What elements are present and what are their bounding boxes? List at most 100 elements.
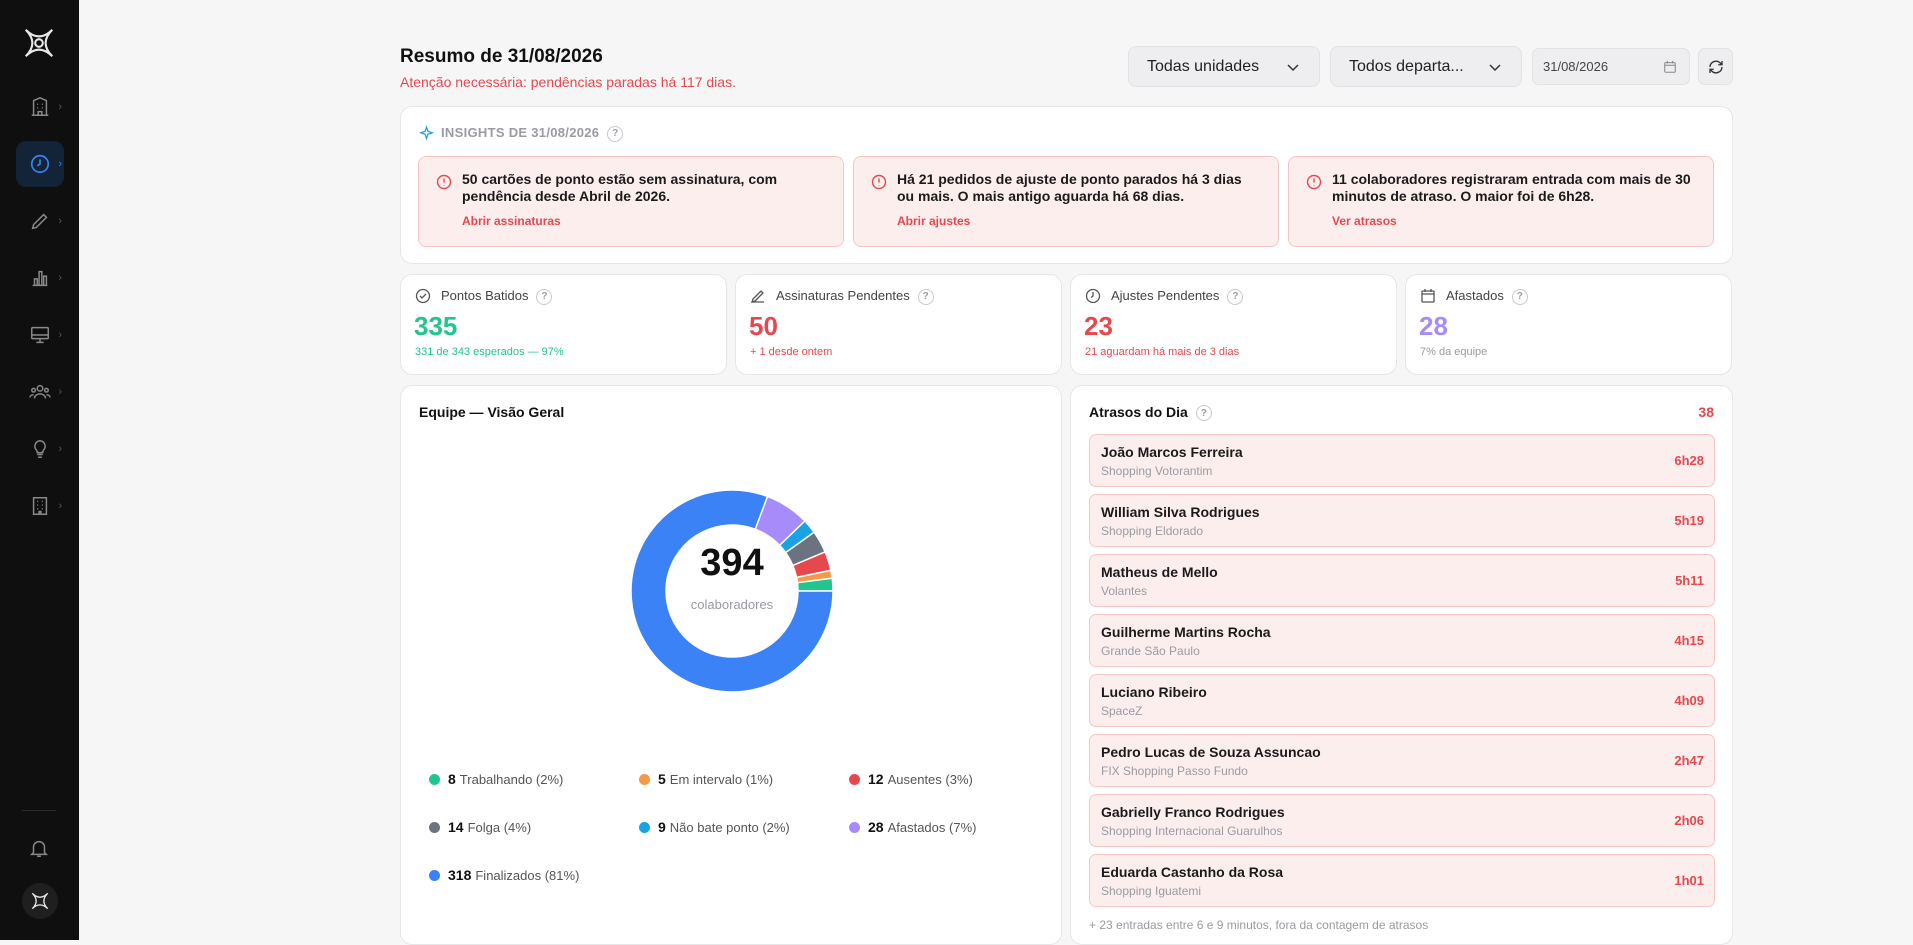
stat-card-signatures[interactable]: Assinaturas Pendentes? 50 + 1 desde onte… <box>735 274 1062 375</box>
nav-item-people[interactable]: › <box>16 369 64 415</box>
chevron-right-icon: › <box>58 215 62 227</box>
legend-item-no-punch[interactable]: 9 Não bate ponto (2%) <box>639 819 790 835</box>
legend-item-finished[interactable]: 318 Finalizados (81%) <box>429 867 579 883</box>
department-select-value: Todos departa... <box>1349 57 1464 75</box>
alert-circle-icon <box>1306 174 1322 190</box>
donut-slice-6[interactable] <box>630 489 834 693</box>
stat-label: Assinaturas Pendentes? <box>776 288 934 305</box>
refresh-button[interactable] <box>1698 48 1733 85</box>
open-signatures-link[interactable]: Abrir assinaturas <box>462 214 561 228</box>
insights-title: INSIGHTS DE 31/08/2026? <box>441 125 624 142</box>
help-icon[interactable]: ? <box>1195 405 1212 422</box>
legend-label: Folga (4%) <box>467 819 532 835</box>
stat-value: 28 <box>1419 311 1448 341</box>
clock-icon <box>1085 288 1101 304</box>
nav-item-ideas[interactable]: › <box>16 426 64 472</box>
legend-dot <box>639 773 650 785</box>
stat-hint: 331 de 343 esperados — 97% <box>415 346 564 358</box>
chevron-right-icon: › <box>58 158 62 170</box>
delay-row[interactable]: Luciano Ribeiro SpaceZ 4h09 <box>1089 674 1715 727</box>
chevron-right-icon: › <box>58 329 62 341</box>
employee-unit: Shopping Internacional Guarulhos <box>1101 824 1283 838</box>
help-icon[interactable]: ? <box>607 125 624 142</box>
delay-row[interactable]: William Silva Rodrigues Shopping Eldorado… <box>1089 494 1715 547</box>
donut-slice-4[interactable] <box>778 519 816 554</box>
legend-dot <box>849 821 860 833</box>
delay-row[interactable]: Gabrielly Franco Rodrigues Shopping Inter… <box>1089 794 1715 847</box>
chevron-right-icon: › <box>58 272 62 284</box>
legend-item-working[interactable]: 8 Trabalhando (2%) <box>429 771 563 787</box>
insight-text: Há 21 pedidos de ajuste de ponto parados… <box>897 171 1242 204</box>
legend-label: Trabalhando (2%) <box>459 771 564 787</box>
stat-hint: 21 aguardam há mais de 3 dias <box>1085 346 1240 358</box>
stat-card-adjustments[interactable]: Ajustes Pendentes? 23 21 aguardam há mai… <box>1070 274 1397 375</box>
delay-time: 2h47 <box>1674 753 1704 768</box>
nav-item-reports[interactable]: › <box>16 255 64 301</box>
delays-card: Atrasos do Dia? 38 João Marcos Ferreira S… <box>1070 385 1733 945</box>
users-icon <box>29 384 51 399</box>
donut-slice-5[interactable] <box>754 495 806 547</box>
help-icon[interactable]: ? <box>1227 288 1244 305</box>
delay-time: 6h28 <box>1674 453 1704 468</box>
avatar[interactable] <box>22 883 58 919</box>
employee-name: Gabrielly Franco Rodrigues <box>1101 804 1285 820</box>
employee-name: Luciano Ribeiro <box>1101 684 1207 700</box>
stat-hint: + 1 desde ontem <box>750 346 833 358</box>
alert-circle-icon <box>436 174 452 190</box>
legend-item-dayoff[interactable]: 14 Folga (4%) <box>429 819 531 835</box>
delay-row[interactable]: Matheus de Mello Volantes 5h11 <box>1089 554 1715 607</box>
nav-item-edit[interactable]: › <box>16 198 64 244</box>
nav-item-units[interactable]: › <box>16 483 64 529</box>
stat-label-text: Assinaturas Pendentes <box>776 288 910 303</box>
insight-alert: Há 21 pedidos de ajuste de ponto parados… <box>853 156 1279 247</box>
nav-item-time[interactable]: › <box>16 141 64 187</box>
unit-select-value: Todas unidades <box>1147 57 1260 75</box>
bar-chart-icon <box>32 270 48 287</box>
nav-item-devices[interactable]: › <box>16 312 64 358</box>
help-icon[interactable]: ? <box>536 288 553 305</box>
help-icon[interactable]: ? <box>917 288 934 305</box>
team-overview-card: Equipe — Visão Geral 394 colaboradores 8… <box>400 385 1062 945</box>
legend-dot <box>429 821 440 833</box>
legend-item-break[interactable]: 5 Em intervalo (1%) <box>639 771 773 787</box>
delay-time: 4h09 <box>1674 693 1704 708</box>
donut-slice-3[interactable] <box>784 531 827 567</box>
legend-label: Finalizados (81%) <box>475 867 580 883</box>
delays-footer-note: + 23 entradas entre 6 e 9 minutos, fora … <box>1089 918 1429 932</box>
legend-item-leave[interactable]: 28 Afastados (7%) <box>849 819 976 835</box>
delay-row[interactable]: João Marcos Ferreira Shopping Votorantim 6… <box>1089 434 1715 487</box>
delay-row[interactable]: Guilherme Martins Rocha Grande São Paulo 4… <box>1089 614 1715 667</box>
employee-unit: Volantes <box>1101 584 1148 598</box>
donut-slice-2[interactable] <box>791 550 832 579</box>
bell-icon[interactable] <box>28 837 50 859</box>
legend-count: 9 <box>658 819 666 835</box>
pen-icon <box>750 290 764 304</box>
chevron-right-icon: › <box>58 386 62 398</box>
department-select[interactable]: Todos departa... <box>1330 46 1522 87</box>
stat-label: Afastados? <box>1446 288 1528 305</box>
delay-time: 2h06 <box>1674 813 1704 828</box>
app-logo-icon[interactable] <box>20 24 58 62</box>
employee-name: Guilherme Martins Rocha <box>1101 624 1271 640</box>
unit-select[interactable]: Todas unidades <box>1128 46 1320 87</box>
clock-icon <box>30 154 50 174</box>
open-adjustments-link[interactable]: Abrir ajustes <box>897 214 971 228</box>
insight-alert: 11 colaboradores registraram entrada com… <box>1288 156 1714 247</box>
date-field[interactable]: 31/08/2026 <box>1532 48 1690 85</box>
legend-count: 28 <box>868 819 884 835</box>
legend-item-absent[interactable]: 12 Ausentes (3%) <box>849 771 973 787</box>
delays-count: 38 <box>1698 404 1714 420</box>
refresh-icon <box>1708 60 1723 73</box>
lightbulb-icon <box>34 440 46 458</box>
pencil-icon <box>31 213 48 230</box>
monitor-icon <box>31 326 49 344</box>
nav-item-company[interactable]: › <box>16 84 64 130</box>
stat-value: 50 <box>749 311 778 341</box>
stat-card-leave[interactable]: Afastados? 28 7% da equipe <box>1405 274 1732 375</box>
help-icon[interactable]: ? <box>1511 288 1528 305</box>
view-delays-link[interactable]: Ver atrasos <box>1332 214 1397 228</box>
insight-alert: 50 cartões de ponto estão sem assinatura… <box>418 156 844 247</box>
stat-card-punches[interactable]: Pontos Batidos? 335 331 de 343 esperados… <box>400 274 727 375</box>
delay-row[interactable]: Pedro Lucas de Souza Assuncao FIX Shoppin… <box>1089 734 1715 787</box>
delay-row[interactable]: Eduarda Castanho da Rosa Shopping Iguatem… <box>1089 854 1715 907</box>
